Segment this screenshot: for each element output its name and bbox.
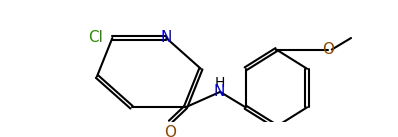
Text: Cl: Cl <box>88 31 103 45</box>
Text: H: H <box>215 76 225 90</box>
Text: O: O <box>164 125 176 137</box>
Text: O: O <box>322 42 334 57</box>
Text: N: N <box>160 31 172 45</box>
Text: N: N <box>214 84 225 99</box>
